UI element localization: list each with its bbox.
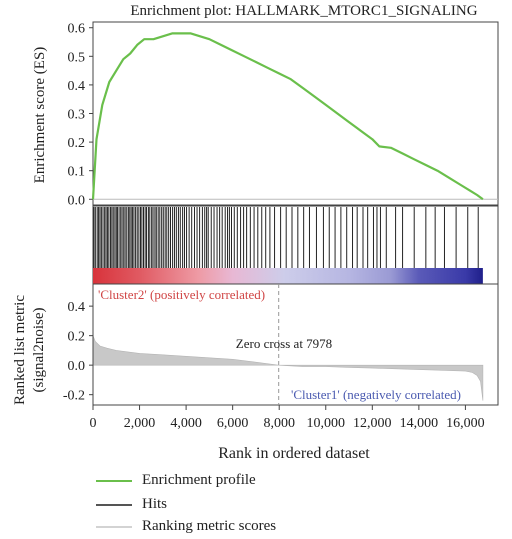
es-tick-label: 0.3 (68, 108, 86, 123)
chart-title: Enrichment plot: HALLMARK_MTORC1_SIGNALI… (130, 3, 477, 19)
metric-tick-label: 0.4 (68, 300, 86, 315)
ranking-gradient-bar (93, 268, 483, 284)
x-axis: 0 2,000 4,000 6,000 8,000 10,000 12,000 14,000 1… (90, 405, 485, 431)
zero-cross-annotation: Zero cross at 7978 (236, 336, 332, 351)
es-tick-label: 0.0 (68, 193, 86, 208)
legend-item-hits: Hits (96, 496, 167, 513)
x-axis-label: Rank in ordered dataset (218, 445, 370, 462)
es-tick-label: 0.4 (68, 79, 86, 94)
negative-correlation-label: 'Cluster1' (negatively correlated) (291, 387, 461, 402)
metric-frame (92, 283, 499, 406)
metric-tick-label: 0.0 (68, 359, 86, 374)
legend-swatch-green (96, 479, 132, 482)
x-tick-label: 10,000 (307, 416, 346, 431)
x-tick-label: 4,000 (170, 416, 202, 431)
es-tick-label: 0.5 (68, 50, 86, 65)
es-tick-label: 0.1 (68, 165, 86, 180)
positive-correlation-label: 'Cluster2' (positively correlated) (98, 287, 265, 302)
x-tick-label: 2,000 (124, 416, 156, 431)
metric-tick-label: -0.2 (63, 389, 85, 404)
legend-swatch-light (96, 525, 132, 528)
legend-label: Ranking metric scores (142, 518, 277, 534)
x-tick-label: 6,000 (217, 416, 249, 431)
legend-item-ranking-metric: Ranking metric scores (96, 518, 276, 535)
x-tick-label: 16,000 (446, 416, 485, 431)
metric-tick-label: 0.2 (68, 330, 86, 345)
es-tick-label: 0.2 (68, 136, 86, 151)
legend-label: Enrichment profile (142, 472, 256, 488)
metric-y-axis-label-line2: (signal2noise) (31, 308, 47, 393)
es-panel: 0.0 0.1 0.2 0.3 0.4 0.5 0.6 (68, 21, 499, 208)
es-y-axis-label: Enrichment score (ES) (32, 47, 48, 184)
es-tick-label: 0.6 (68, 22, 86, 37)
metric-y-axis-label-line1: Ranked list metric (12, 295, 28, 405)
hits-panel (92, 205, 499, 285)
es-frame (92, 21, 499, 206)
legend-item-enrichment-profile: Enrichment profile (96, 472, 256, 489)
x-tick-label: 0 (90, 416, 97, 431)
enrichment-profile-line (91, 32, 484, 201)
x-tick-label: 14,000 (400, 416, 439, 431)
legend-swatch-dark (96, 503, 132, 506)
legend-label: Hits (142, 496, 168, 512)
ranking-metric-area (92, 335, 484, 401)
x-tick-label: 12,000 (353, 416, 392, 431)
x-tick-label: 8,000 (263, 416, 295, 431)
metric-panel: 0.4 0.2 0.0 -0.2 Zero cross at 7978 'Cluster2… (63, 283, 499, 406)
